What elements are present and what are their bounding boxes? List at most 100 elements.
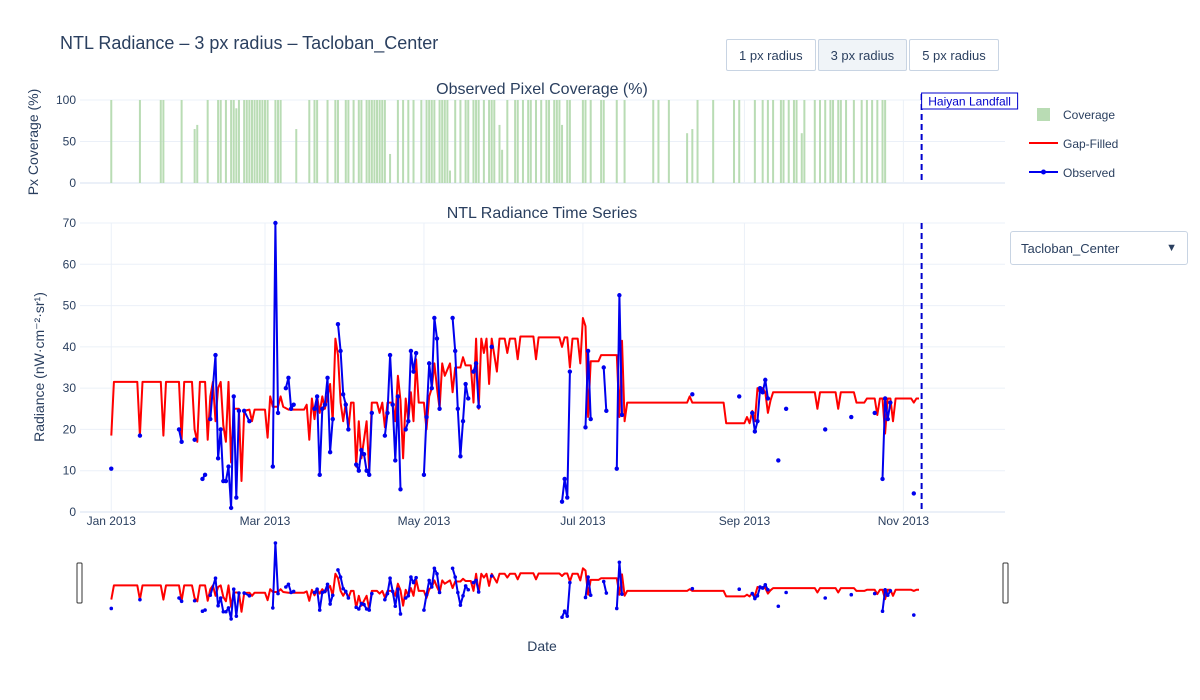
coverage-bar (871, 100, 874, 183)
coverage-bar (667, 100, 670, 183)
observed-point (215, 456, 221, 461)
observed-point (473, 361, 479, 366)
coverage-bar (712, 100, 715, 183)
radius-3px-button[interactable]: 3 px radius (817, 39, 908, 71)
coverage-bar (581, 100, 584, 183)
slider-observed-point (218, 596, 223, 600)
observed-point (200, 476, 205, 482)
observed-point (426, 361, 432, 366)
coverage-bar (534, 100, 537, 183)
observed-point (327, 449, 333, 455)
coverage-bar (347, 100, 350, 183)
slider-observed-point (429, 585, 434, 589)
slider-observed-point (458, 603, 463, 607)
observed-point (325, 375, 330, 381)
site-select-dropdown[interactable]: Tacloban_Center ▼ (1010, 231, 1188, 265)
slider-observed-point (284, 585, 288, 589)
range-slider-background (80, 543, 1005, 620)
coverage-bar (498, 124, 501, 183)
slider-observed-point (336, 568, 340, 572)
observed-point (434, 336, 440, 341)
slider-observed-point (325, 582, 330, 587)
observed-point (911, 491, 917, 496)
observed-point (353, 462, 359, 467)
observed-point (231, 394, 236, 399)
slider-observed-point (109, 606, 114, 611)
observed-point (432, 315, 437, 321)
slider-observed-point (388, 576, 392, 580)
observed-point (291, 402, 296, 407)
x-tick-label: Jul 2013 (560, 514, 606, 528)
x-tick-label: Mar 2013 (240, 514, 291, 528)
observed-point (466, 396, 471, 401)
observed-point (223, 478, 229, 484)
slider-observed-point (346, 596, 351, 600)
coverage-bar (443, 100, 446, 183)
coverage-bar (376, 100, 379, 183)
observed-point (234, 495, 239, 500)
slider-observed-point (489, 574, 494, 578)
observed-point (176, 427, 182, 432)
observed-point (387, 352, 393, 358)
coverage-bar (243, 100, 246, 183)
slider-observed-point (461, 594, 465, 598)
observed-point (346, 427, 351, 432)
coverage-bar (837, 100, 840, 183)
coverage-bar (832, 100, 835, 183)
observed-point (411, 369, 416, 374)
observed-point (882, 396, 888, 401)
coverage-bar (881, 100, 884, 183)
coverage-bar (433, 100, 436, 183)
slider-observed-point (370, 591, 374, 596)
coverage-bar (845, 100, 848, 183)
slider-observed-point (583, 595, 588, 600)
slider-observed-point (242, 591, 246, 595)
coverage-bar (753, 100, 756, 183)
coverage-bar (772, 100, 775, 183)
observed-line (313, 376, 334, 476)
observed-point (218, 427, 223, 432)
slider-observed-point (450, 566, 455, 571)
coverage-bar (159, 100, 162, 183)
observed-line (561, 371, 571, 502)
slider-observed-point (466, 587, 471, 592)
coverage-bar (370, 100, 373, 183)
observed-point (361, 452, 367, 457)
coverage-bar (389, 153, 392, 183)
coverage-bar (425, 100, 428, 183)
legend-gapfilled-label: Gap-Filled (1063, 137, 1118, 151)
coverage-bar (516, 100, 519, 183)
observed-point (413, 350, 419, 356)
slider-observed-point (177, 596, 181, 600)
coverage-bar (138, 100, 141, 183)
observed-point (385, 410, 390, 416)
slider-observed-point (271, 606, 275, 610)
coverage-bar (490, 100, 493, 183)
coverage-bar (256, 100, 259, 183)
coverage-bar (365, 100, 368, 183)
coverage-bar (506, 100, 509, 183)
observed-point (471, 369, 476, 374)
slider-observed-point (216, 603, 220, 608)
slider-observed-point (883, 587, 887, 592)
slider-observed-point (409, 575, 413, 579)
observed-point (476, 404, 481, 409)
observed-point (737, 394, 742, 399)
legend-observed-marker (1041, 169, 1046, 175)
slider-observed-point (588, 593, 593, 598)
slider-observed-point (330, 593, 335, 598)
slider-observed-point (453, 575, 458, 579)
observed-point (690, 392, 695, 397)
coverage-bar (829, 100, 832, 183)
slider-observed-point (179, 599, 184, 604)
radius-1px-button[interactable]: 1 px radius (726, 39, 816, 71)
coverage-bar (527, 100, 530, 183)
slider-observed-point (849, 592, 854, 597)
coverage-bar (266, 100, 269, 183)
coverage-bar (383, 100, 386, 183)
slider-observed-point (213, 576, 218, 580)
coverage-bar (467, 100, 470, 183)
observed-point (885, 416, 890, 422)
radius-5px-button[interactable]: 5 px radius (909, 39, 999, 71)
